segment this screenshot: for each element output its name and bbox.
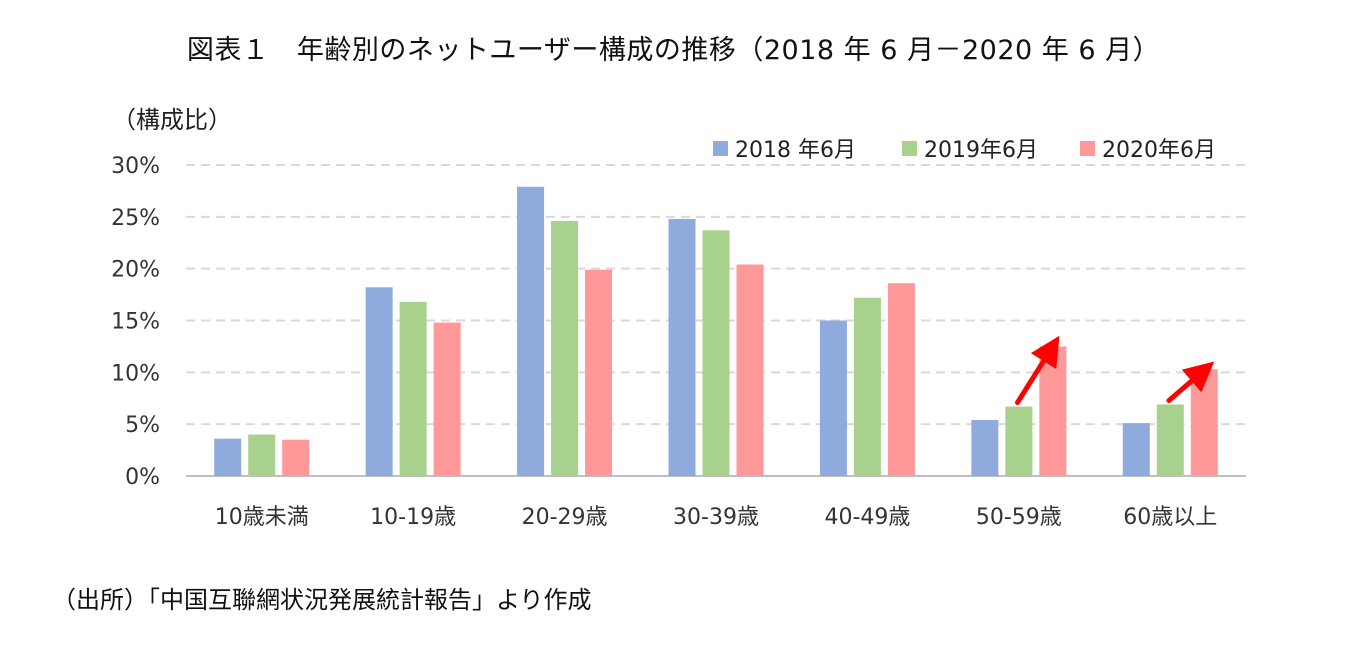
bar: [853, 297, 881, 476]
y-tick-label: 25%: [111, 206, 160, 231]
bar: [1122, 423, 1150, 476]
legend-label: 2020年6月: [1102, 138, 1216, 163]
bar: [248, 434, 276, 476]
y-tick-label: 0%: [125, 465, 160, 490]
x-category-label: 60歳以上: [1123, 505, 1217, 530]
legend-swatch: [1080, 141, 1095, 156]
y-tick-label: 15%: [111, 310, 160, 335]
trend-arrow: [1015, 335, 1060, 406]
bar: [214, 438, 242, 476]
bar: [668, 218, 696, 476]
bar: [1156, 404, 1184, 476]
bar: [517, 186, 545, 476]
x-category-label: 50-59歳: [976, 505, 1062, 530]
legend-label: 2019年6月: [924, 138, 1038, 163]
bar: [585, 269, 613, 476]
bars: [214, 186, 1218, 476]
legend: 2018 年6月 2019年6月 2020年6月: [713, 138, 1216, 163]
bar: [736, 264, 764, 476]
chart-title: 図表１ 年齢別のネットユーザー構成の推移（2018 年 6 月－2020 年 6…: [186, 35, 1161, 66]
y-tick-label: 20%: [111, 258, 160, 283]
bar: [399, 301, 427, 476]
x-category-label: 10歳未満: [215, 505, 309, 530]
trend-arrows: [1015, 335, 1215, 406]
bar: [702, 230, 730, 476]
x-category-label: 10-19歳: [370, 505, 456, 530]
legend-swatch: [713, 141, 728, 156]
x-category-label: 20-29歳: [522, 505, 608, 530]
bar: [551, 220, 579, 476]
bar: [1190, 369, 1218, 476]
y-tick-label: 5%: [125, 413, 160, 438]
bar: [887, 283, 915, 476]
bar: [971, 420, 999, 476]
y-axis-ticks: 0% 5% 10% 15% 20% 25% 30%: [111, 154, 160, 490]
source-note: （出所）「中国互聯網状況発展統計報告」より作成: [52, 586, 592, 614]
x-axis-categories: 10歳未満 10-19歳 20-29歳 30-39歳 40-49歳 50-59歳 60歳以上: [215, 505, 1218, 530]
bar: [819, 320, 847, 476]
x-category-label: 40-49歳: [824, 505, 910, 530]
y-tick-label: 30%: [111, 154, 160, 179]
bar: [282, 439, 310, 476]
legend-swatch: [902, 141, 917, 156]
trend-arrow: [1166, 361, 1215, 403]
legend-label: 2018 年6月: [735, 138, 856, 163]
y-axis-label: （構成比）: [112, 106, 232, 134]
bar: [433, 322, 461, 476]
y-tick-label: 10%: [111, 361, 160, 386]
bar: [365, 287, 393, 476]
bar-chart: 0% 5% 10% 15% 20% 25% 30% 10歳未満 10-19歳 20-29歳 30-…: [111, 138, 1246, 530]
x-category-label: 30-39歳: [673, 505, 759, 530]
bar: [1005, 406, 1033, 476]
